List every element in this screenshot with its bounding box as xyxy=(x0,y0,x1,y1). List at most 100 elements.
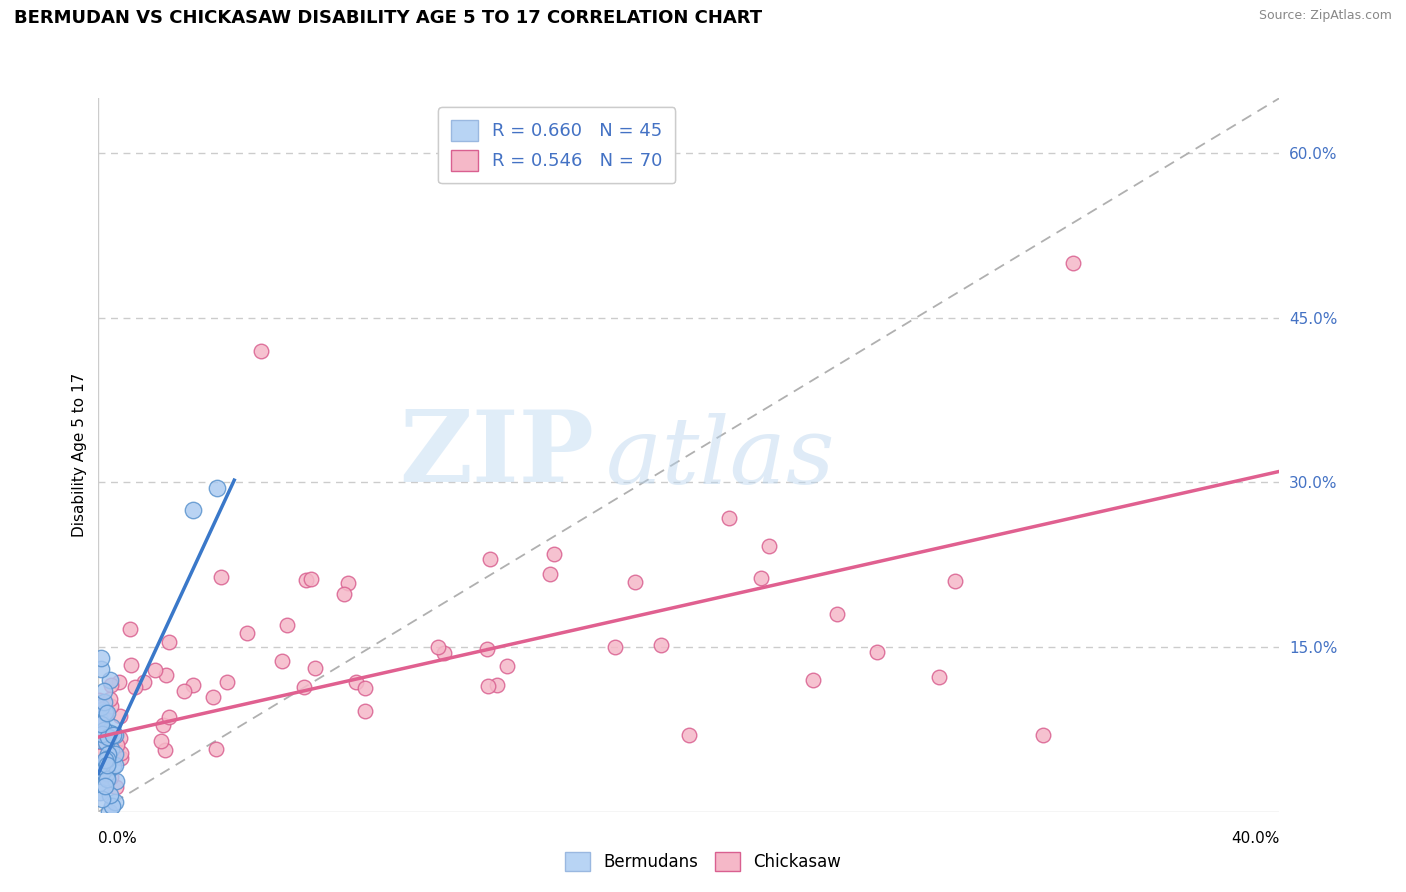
Point xyxy=(98,788,121,802)
Point xyxy=(93,684,115,698)
Point xyxy=(717,511,740,525)
Point xyxy=(543,547,565,561)
Point xyxy=(433,647,456,661)
Point xyxy=(624,575,647,590)
Point xyxy=(94,779,117,793)
Point xyxy=(96,735,118,749)
Point xyxy=(90,662,112,676)
Point xyxy=(91,764,114,778)
Point xyxy=(90,717,112,731)
Text: 0.0%: 0.0% xyxy=(98,831,138,846)
Point xyxy=(87,714,110,729)
Point xyxy=(173,684,195,698)
Point xyxy=(150,733,173,747)
Point xyxy=(100,742,122,756)
Point xyxy=(801,673,824,688)
Point xyxy=(96,752,118,766)
Point xyxy=(304,661,326,675)
Point xyxy=(89,693,111,707)
Point xyxy=(132,675,155,690)
Point xyxy=(90,699,112,714)
Point xyxy=(1062,256,1084,270)
Point xyxy=(93,723,115,738)
Point xyxy=(250,343,273,358)
Point xyxy=(209,570,232,584)
Point xyxy=(97,747,120,761)
Point xyxy=(538,567,561,582)
Point xyxy=(825,607,848,621)
Point xyxy=(100,725,122,739)
Point xyxy=(495,658,517,673)
Point xyxy=(477,641,499,656)
Point xyxy=(157,635,180,649)
Point xyxy=(928,670,950,684)
Point xyxy=(101,759,124,773)
Point xyxy=(143,664,166,678)
Point xyxy=(943,574,966,589)
Point xyxy=(98,673,121,687)
Point xyxy=(96,758,118,772)
Point xyxy=(605,640,627,654)
Point xyxy=(758,540,780,554)
Text: ZIP: ZIP xyxy=(399,407,595,503)
Text: BERMUDAN VS CHICKASAW DISABILITY AGE 5 TO 17 CORRELATION CHART: BERMUDAN VS CHICKASAW DISABILITY AGE 5 T… xyxy=(14,9,762,27)
Point xyxy=(650,638,672,652)
Point xyxy=(104,774,127,789)
Point xyxy=(120,658,142,673)
Point xyxy=(96,754,118,768)
Point xyxy=(336,575,359,590)
Point xyxy=(93,768,115,782)
Point xyxy=(108,731,131,745)
Point xyxy=(94,706,117,720)
Point xyxy=(354,681,377,695)
Text: Source: ZipAtlas.com: Source: ZipAtlas.com xyxy=(1258,9,1392,22)
Point xyxy=(749,571,772,585)
Point xyxy=(97,730,120,744)
Point xyxy=(299,572,322,586)
Point xyxy=(271,655,294,669)
Point xyxy=(157,710,180,724)
Point xyxy=(152,718,174,732)
Point xyxy=(96,706,118,720)
Point xyxy=(91,727,114,741)
Point xyxy=(120,622,142,636)
Point xyxy=(107,675,129,690)
Point xyxy=(91,698,114,713)
Point xyxy=(108,709,131,723)
Point xyxy=(678,728,700,742)
Point xyxy=(101,747,124,761)
Point xyxy=(90,702,112,716)
Point xyxy=(100,698,122,713)
Point xyxy=(103,728,125,742)
Point xyxy=(181,677,204,691)
Point xyxy=(236,625,259,640)
Point xyxy=(103,758,125,772)
Point xyxy=(96,766,118,780)
Text: 40.0%: 40.0% xyxy=(1232,831,1279,846)
Point xyxy=(153,743,176,757)
Point xyxy=(353,704,375,718)
Point xyxy=(105,738,128,752)
Point xyxy=(181,503,204,517)
Y-axis label: Disability Age 5 to 17: Disability Age 5 to 17 xyxy=(72,373,87,537)
Point xyxy=(93,695,115,709)
Point xyxy=(101,720,124,734)
Point xyxy=(205,742,228,756)
Point xyxy=(91,733,114,747)
Point xyxy=(344,674,367,689)
Point xyxy=(866,645,889,659)
Point xyxy=(294,573,316,587)
Point xyxy=(124,680,146,694)
Point xyxy=(110,746,132,760)
Point xyxy=(427,640,450,654)
Point xyxy=(97,755,120,769)
Point xyxy=(110,751,132,765)
Point xyxy=(104,780,127,795)
Point xyxy=(104,795,127,809)
Point xyxy=(486,677,509,691)
Point xyxy=(477,679,499,693)
Point xyxy=(96,770,118,784)
Point xyxy=(217,675,239,690)
Point xyxy=(292,680,315,694)
Point xyxy=(90,651,112,665)
